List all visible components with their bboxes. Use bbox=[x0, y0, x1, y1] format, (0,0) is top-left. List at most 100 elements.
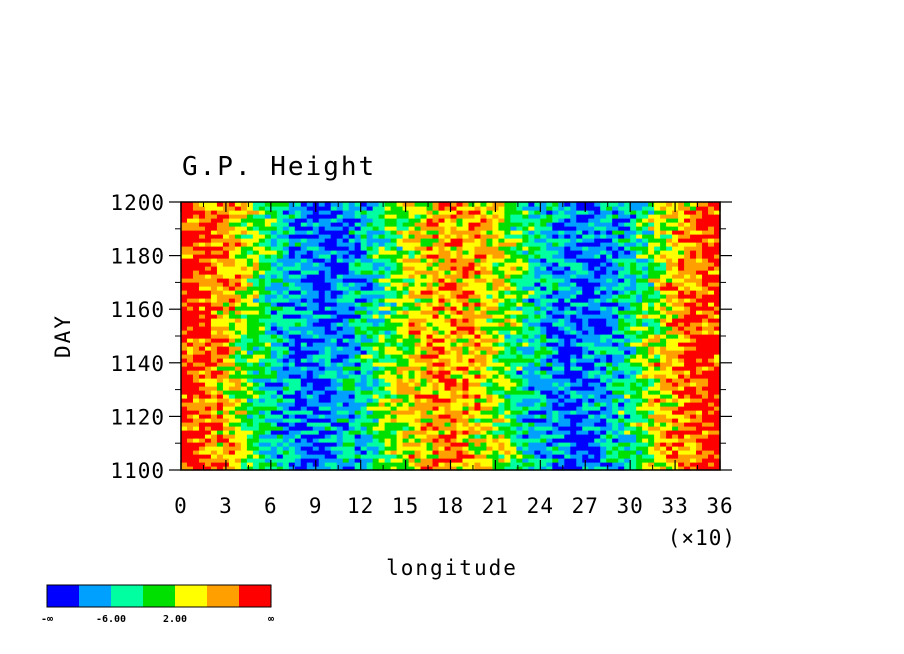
heatmap-cell bbox=[210, 334, 218, 339]
heatmap-cell bbox=[702, 406, 709, 411]
heatmap-cell bbox=[540, 310, 547, 315]
heatmap-cell bbox=[462, 442, 470, 447]
heatmap-cell bbox=[558, 422, 565, 427]
heatmap-cell bbox=[444, 338, 452, 343]
heatmap-cell bbox=[606, 334, 613, 339]
heatmap-cell bbox=[474, 274, 482, 279]
heatmap-cell bbox=[210, 342, 218, 347]
heatmap-cell bbox=[408, 426, 416, 431]
heatmap-cell bbox=[252, 374, 260, 379]
heatmap-cell bbox=[522, 402, 529, 407]
heatmap-cell bbox=[576, 382, 583, 387]
heatmap-cell bbox=[438, 410, 446, 415]
heatmap-cell bbox=[672, 266, 679, 271]
heatmap-cell bbox=[222, 290, 230, 295]
heatmap-cell bbox=[696, 330, 703, 335]
heatmap-cell bbox=[210, 458, 218, 463]
heatmap-cell bbox=[696, 438, 703, 443]
heatmap-cell bbox=[630, 250, 637, 255]
heatmap-cell bbox=[696, 286, 703, 291]
heatmap-cell bbox=[354, 342, 362, 347]
heatmap-cell bbox=[282, 278, 290, 283]
heatmap-cell bbox=[522, 410, 529, 415]
heatmap-cell bbox=[306, 382, 314, 387]
heatmap-cell bbox=[516, 266, 523, 271]
heatmap-cell bbox=[294, 358, 302, 363]
heatmap-cell bbox=[336, 330, 344, 335]
heatmap-cell bbox=[516, 326, 523, 331]
heatmap-cell bbox=[570, 458, 577, 463]
heatmap-cell bbox=[330, 330, 338, 335]
heatmap-cell bbox=[354, 310, 362, 315]
heatmap-cell bbox=[432, 342, 440, 347]
heatmap-cell bbox=[456, 334, 464, 339]
heatmap-cell bbox=[192, 282, 200, 287]
heatmap-cell bbox=[342, 262, 350, 267]
heatmap-cell bbox=[414, 398, 422, 403]
heatmap-cell bbox=[636, 366, 643, 371]
heatmap-cell bbox=[534, 442, 541, 447]
heatmap-cell bbox=[348, 426, 356, 431]
heatmap-cell bbox=[492, 374, 500, 379]
heatmap-cell bbox=[648, 258, 655, 263]
heatmap-cell bbox=[354, 326, 362, 331]
heatmap-cell bbox=[348, 342, 356, 347]
heatmap-cell bbox=[600, 378, 607, 383]
heatmap-cell bbox=[390, 466, 398, 471]
heatmap-cell bbox=[228, 386, 236, 391]
heatmap-cell bbox=[546, 426, 553, 431]
heatmap-cell bbox=[558, 458, 565, 463]
heatmap-cell bbox=[594, 290, 601, 295]
heatmap-cell bbox=[468, 466, 476, 471]
heatmap-cell bbox=[216, 414, 224, 419]
heatmap-cell bbox=[648, 322, 655, 327]
heatmap-cell bbox=[588, 466, 595, 471]
heatmap-cell bbox=[318, 414, 326, 419]
heatmap-cell bbox=[612, 450, 619, 455]
heatmap-cell bbox=[402, 378, 410, 383]
heatmap-cell bbox=[558, 398, 565, 403]
heatmap-cell bbox=[342, 398, 350, 403]
heatmap-cell bbox=[432, 398, 440, 403]
heatmap-cell bbox=[300, 394, 308, 399]
heatmap-cell bbox=[618, 430, 625, 435]
heatmap-cell bbox=[510, 458, 517, 463]
heatmap-cell bbox=[474, 386, 482, 391]
heatmap-cell bbox=[468, 274, 476, 279]
heatmap-cell bbox=[678, 438, 685, 443]
heatmap-cell bbox=[624, 262, 631, 267]
heatmap-cell bbox=[486, 266, 494, 271]
heatmap-cell bbox=[420, 318, 428, 323]
heatmap-cell bbox=[306, 306, 314, 311]
heatmap-cell bbox=[330, 422, 338, 427]
heatmap-cell bbox=[210, 438, 218, 443]
heatmap-cell bbox=[270, 446, 278, 451]
heatmap-cell bbox=[642, 290, 649, 295]
heatmap-cell bbox=[330, 426, 338, 431]
heatmap-cell bbox=[570, 402, 577, 407]
heatmap-cell bbox=[504, 322, 511, 327]
heatmap-cell bbox=[594, 294, 601, 299]
heatmap-cell bbox=[504, 370, 511, 375]
heatmap-cell bbox=[546, 358, 553, 363]
heatmap-cell bbox=[348, 378, 356, 383]
heatmap-cell bbox=[492, 302, 500, 307]
heatmap-cell bbox=[588, 366, 595, 371]
heatmap-cell bbox=[396, 266, 404, 271]
heatmap-cell bbox=[594, 398, 601, 403]
heatmap-cell bbox=[234, 450, 242, 455]
heatmap-cell bbox=[342, 294, 350, 299]
heatmap-cell bbox=[300, 346, 308, 351]
heatmap-cell bbox=[336, 334, 344, 339]
heatmap-cell bbox=[534, 266, 541, 271]
heatmap-cell bbox=[600, 462, 607, 467]
heatmap-cell bbox=[492, 430, 500, 435]
heatmap-cell bbox=[696, 278, 703, 283]
heatmap-cell bbox=[402, 354, 410, 359]
heatmap-cell bbox=[690, 450, 697, 455]
heatmap-cell bbox=[480, 374, 488, 379]
heatmap-cell bbox=[708, 310, 715, 315]
heatmap-cell bbox=[708, 342, 715, 347]
heatmap-cell bbox=[546, 306, 553, 311]
heatmap-cell bbox=[186, 422, 194, 427]
